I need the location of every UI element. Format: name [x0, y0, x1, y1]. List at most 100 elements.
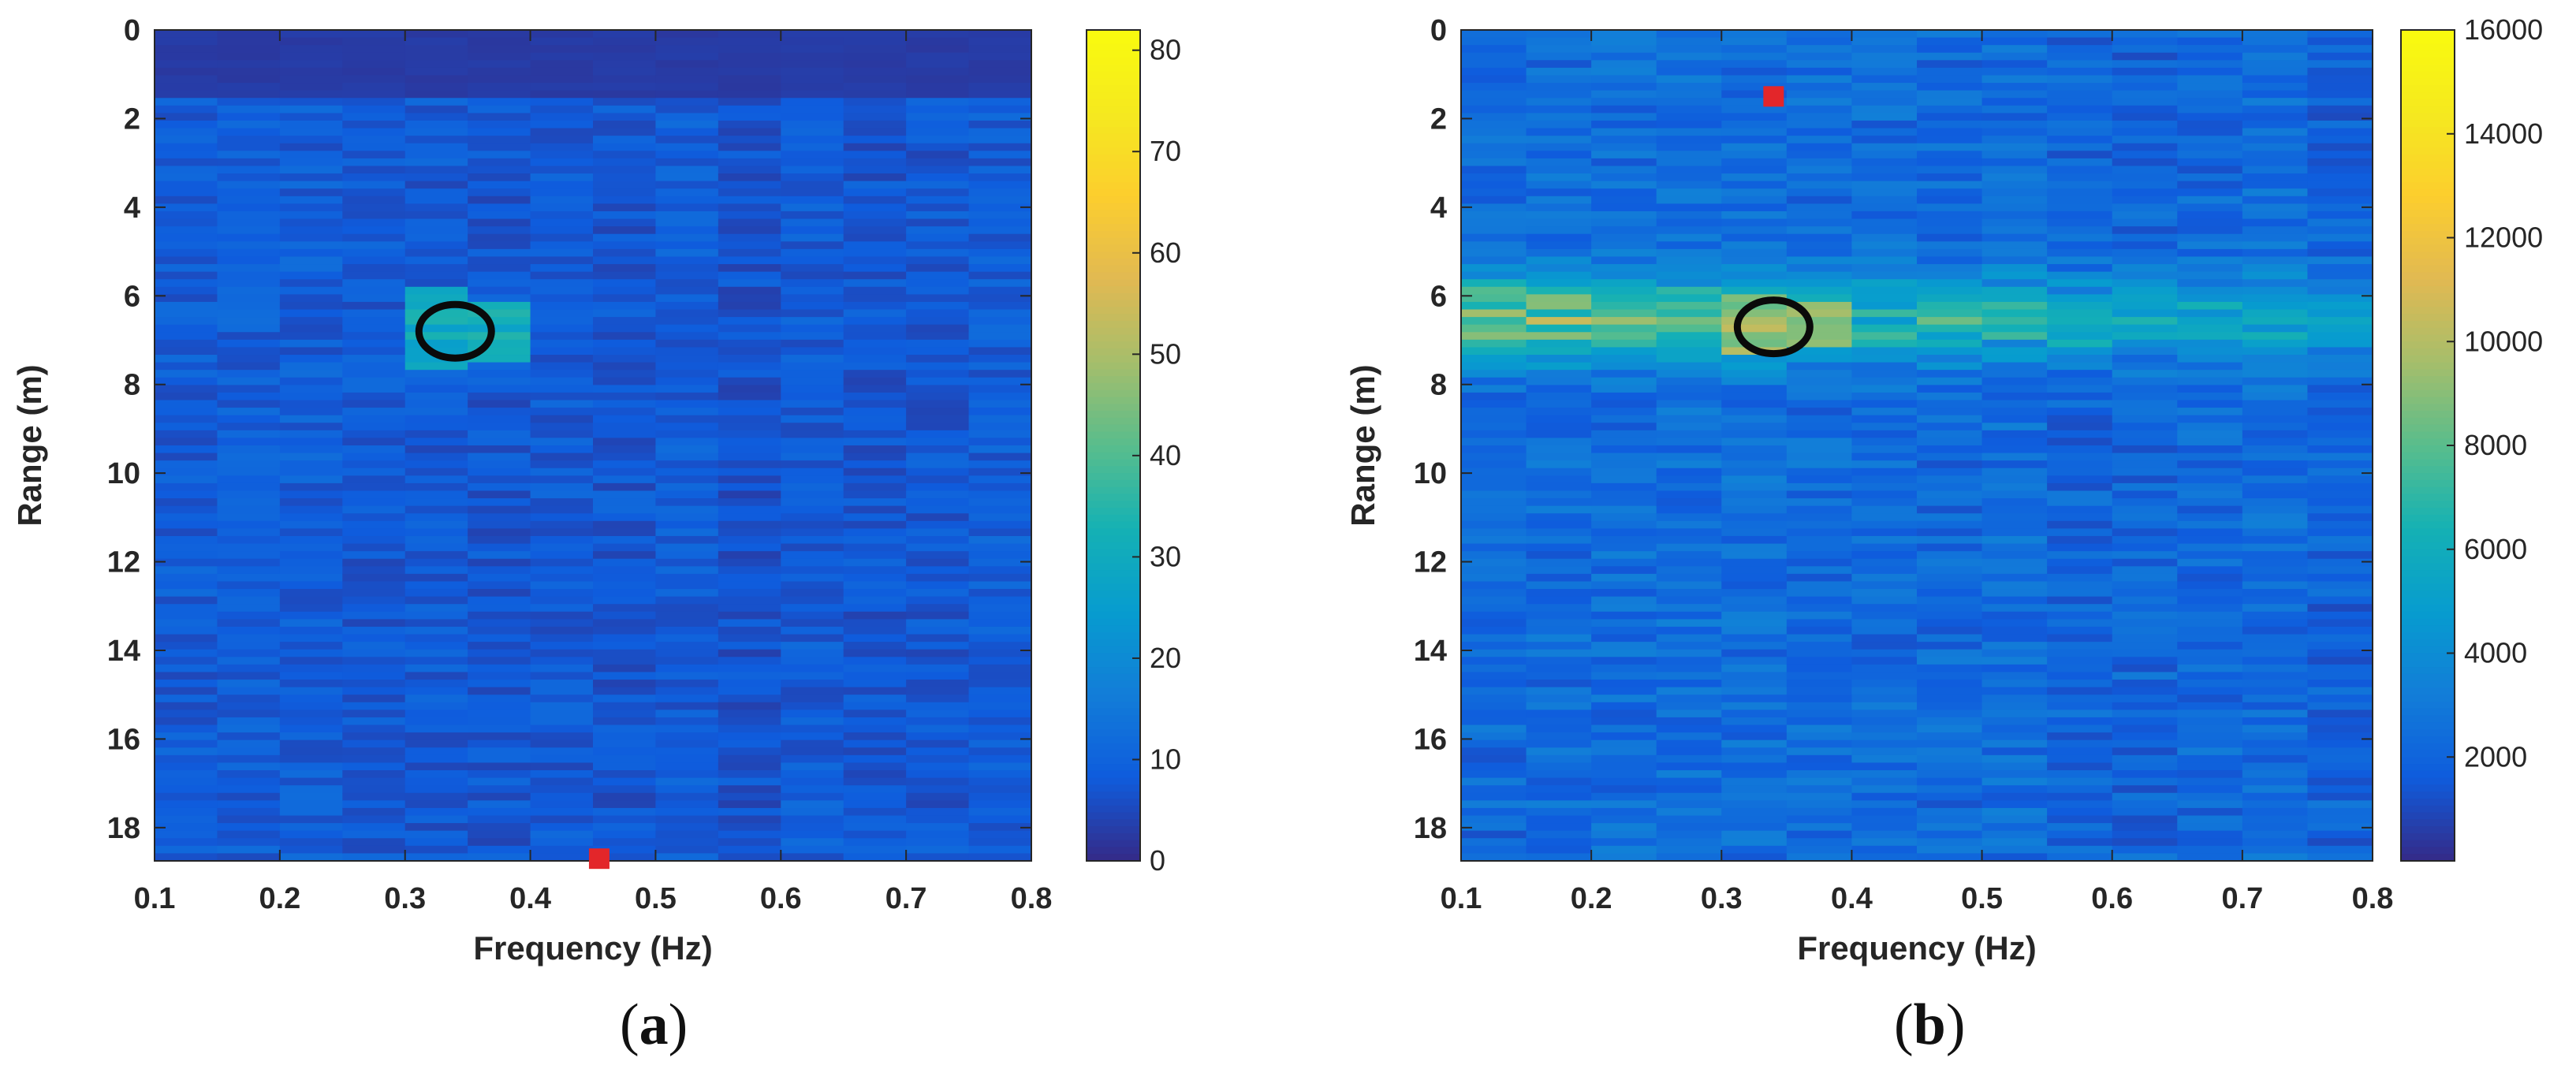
heatmap-cell: [1721, 400, 1788, 408]
heatmap-cell: [1721, 370, 1788, 378]
heatmap-cell: [2047, 128, 2113, 136]
heatmap-cell: [2047, 475, 2113, 484]
heatmap-cell: [1721, 830, 1788, 839]
heatmap-cell: [906, 762, 970, 771]
heatmap-cell: [968, 619, 1032, 628]
colorbar-segment: [1087, 244, 1140, 252]
heatmap-cell: [968, 392, 1032, 401]
heatmap-cell: [468, 702, 531, 710]
colorbar-segment: [2401, 805, 2455, 814]
heatmap-cell: [217, 30, 281, 39]
heatmap-cell: [1721, 90, 1788, 99]
heatmap-cell: [2047, 732, 2113, 741]
heatmap-cell: [1461, 294, 1527, 303]
heatmap-cell: [404, 113, 468, 121]
heatmap-cell: [1656, 649, 1722, 657]
heatmap-cell: [2242, 513, 2309, 522]
heatmap-cell: [906, 218, 970, 227]
colorbar-tick-label: 0: [1150, 844, 1165, 877]
heatmap-cell: [1461, 830, 1527, 839]
heatmap-cell: [1591, 482, 1657, 492]
heatmap-cell: [530, 710, 594, 718]
heatmap-cell: [279, 445, 343, 454]
heatmap-cell: [468, 332, 531, 341]
heatmap-cell: [718, 143, 781, 151]
heatmap-cell: [718, 566, 781, 575]
heatmap-cell: [279, 490, 343, 499]
heatmap-cell: [718, 83, 781, 91]
heatmap-cell: [843, 710, 907, 718]
heatmap-cell: [906, 113, 970, 121]
heatmap-cell: [155, 430, 218, 439]
heatmap-cell: [1786, 453, 1853, 461]
heatmap-cell: [2047, 370, 2113, 378]
heatmap-cell: [342, 695, 406, 703]
heatmap-cell: [530, 687, 594, 695]
heatmap-cell: [906, 710, 970, 718]
heatmap-cell: [279, 634, 343, 643]
heatmap-cell: [1786, 415, 1853, 423]
heatmap-cell: [2177, 143, 2243, 151]
heatmap-cell: [1786, 256, 1853, 265]
heatmap-cell: [1917, 807, 1983, 817]
heatmap-cell: [1461, 90, 1527, 99]
heatmap-cell: [1917, 664, 1983, 673]
colorbar-segment: [2401, 348, 2455, 356]
heatmap-cell: [2047, 800, 2113, 809]
colorbar-tick-label: 14000: [2464, 117, 2543, 150]
heatmap-cell: [1981, 785, 2048, 794]
heatmap-cell: [2242, 30, 2309, 39]
colorbar-segment: [1087, 382, 1140, 391]
heatmap-cell: [217, 309, 281, 318]
heatmap-cell: [906, 845, 970, 855]
heatmap-cell: [843, 634, 907, 643]
heatmap-cell: [781, 423, 844, 431]
heatmap-cell: [1981, 695, 2048, 703]
heatmap-cell: [2307, 241, 2373, 250]
heatmap-cell: [593, 558, 657, 567]
heatmap-cell: [279, 785, 343, 794]
heatmap-cell: [468, 188, 531, 197]
heatmap-cell: [155, 226, 218, 235]
heatmap-cell: [1786, 355, 1853, 363]
heatmap-cell: [1851, 67, 1918, 76]
heatmap-cell: [155, 611, 218, 620]
heatmap-cell: [1721, 490, 1788, 499]
heatmap-cell: [593, 528, 657, 537]
heatmap-cell: [1526, 75, 1592, 84]
heatmap-cell: [155, 453, 218, 461]
heatmap-cell: [718, 626, 781, 635]
heatmap-cell: [217, 248, 281, 258]
heatmap-cell: [968, 37, 1032, 46]
heatmap-cell: [968, 52, 1032, 61]
heatmap-cell: [1721, 45, 1788, 54]
heatmap-cell: [906, 52, 970, 61]
heatmap-cell: [593, 482, 657, 492]
heatmap-cell: [968, 792, 1032, 801]
heatmap-cell: [2242, 67, 2309, 76]
heatmap-cell: [530, 377, 594, 386]
heatmap-cell: [655, 460, 719, 469]
heatmap-cell: [279, 482, 343, 492]
colorbar-segment: [2401, 777, 2455, 785]
heatmap-cell: [530, 98, 594, 106]
heatmap-cell: [342, 558, 406, 567]
heatmap-cell: [155, 271, 218, 280]
heatmap-cell: [906, 596, 970, 605]
heatmap-cell: [2242, 467, 2309, 476]
heatmap-cell: [468, 301, 531, 311]
heatmap-cell: [217, 830, 281, 839]
heatmap-cell: [1981, 317, 2048, 326]
heatmap-cell: [279, 408, 343, 416]
heatmap-cell: [2177, 45, 2243, 54]
heatmap-cell: [217, 777, 281, 786]
heatmap-cell: [781, 695, 844, 703]
heatmap-cell: [2047, 467, 2113, 476]
heatmap-cell: [2047, 423, 2113, 431]
heatmap-cell: [155, 845, 218, 855]
heatmap-cell: [342, 98, 406, 106]
heatmap-cell: [718, 271, 781, 280]
heatmap-cell: [906, 739, 970, 748]
y-tick-label: 14: [1414, 635, 1447, 668]
heatmap-cell: [279, 173, 343, 182]
